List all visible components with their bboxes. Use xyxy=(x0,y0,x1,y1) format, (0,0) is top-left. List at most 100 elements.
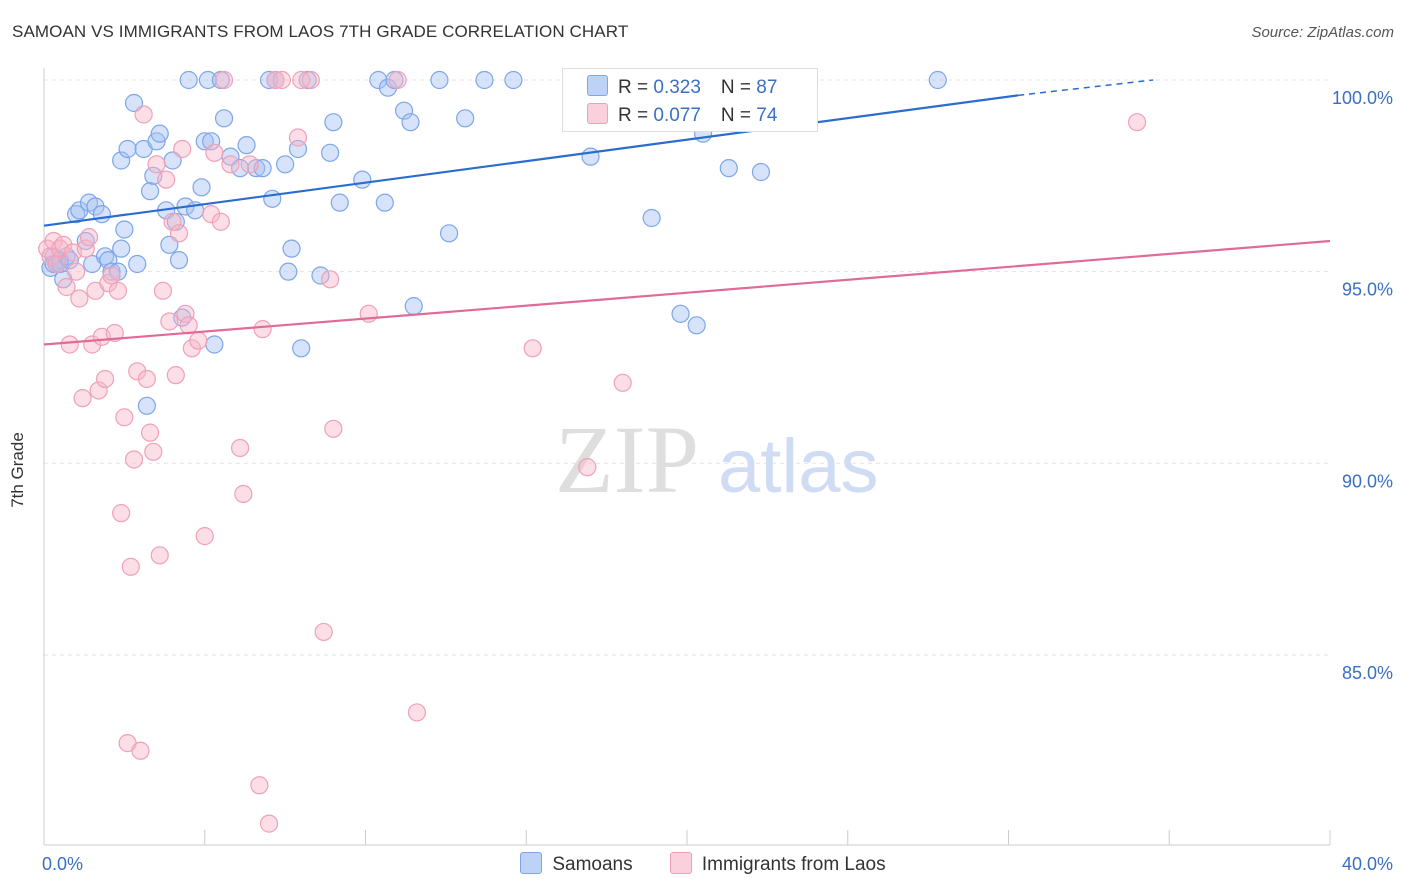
laos-point xyxy=(147,155,166,174)
laos-point xyxy=(76,239,95,258)
legend-item-laos[interactable]: Immigrants from Laos xyxy=(669,852,886,876)
samoan-point xyxy=(118,139,137,159)
legend-r-label: R = xyxy=(618,77,654,98)
samoan-point xyxy=(202,132,221,151)
legend-item-samoans[interactable]: Samoans xyxy=(520,852,633,876)
samoan-point xyxy=(687,316,706,335)
laos-point xyxy=(112,504,131,523)
laos-point xyxy=(124,450,144,469)
laos-point xyxy=(73,389,92,408)
samoan-point xyxy=(237,136,256,155)
laos-point xyxy=(137,369,156,389)
laos-point xyxy=(128,362,147,381)
laos-point xyxy=(221,155,240,174)
laos-point xyxy=(173,139,192,159)
laos-point xyxy=(144,442,163,461)
laos-point xyxy=(105,323,124,343)
samoan-point xyxy=(128,254,147,274)
laos-point xyxy=(231,438,250,458)
x-tick-label: 0.0% xyxy=(42,854,83,874)
laos-point xyxy=(253,320,272,339)
samoan-point xyxy=(276,155,295,174)
samoan-point xyxy=(404,297,423,316)
samoan-point xyxy=(292,339,311,358)
x-tick-label: 40.0% xyxy=(1342,854,1393,874)
y-axis-label: 7th Grade xyxy=(8,432,27,508)
legend-r-value: 0.323 xyxy=(653,77,701,98)
laos-point xyxy=(202,205,221,224)
laos-point xyxy=(211,212,230,231)
samoan-point xyxy=(401,113,420,132)
laos-point xyxy=(134,105,153,124)
laos-point xyxy=(115,408,134,427)
laos-point xyxy=(301,70,320,90)
laos-point xyxy=(79,228,99,247)
laos-point xyxy=(292,70,311,90)
laos-point xyxy=(189,331,208,350)
samoan-point xyxy=(719,159,738,178)
laos-point xyxy=(195,527,214,546)
samoan-point xyxy=(324,113,343,132)
laos-point xyxy=(578,458,597,477)
data-points xyxy=(38,70,1147,833)
samoan-point xyxy=(263,189,282,208)
chart-title: SAMOAN VS IMMIGRANTS FROM LAOS 7TH GRADE… xyxy=(12,22,629,41)
samoan-point xyxy=(140,182,160,201)
laos-point xyxy=(121,557,140,576)
legend-label-laos: Immigrants from Laos xyxy=(701,854,886,875)
samoan-point xyxy=(259,70,279,90)
laos-point xyxy=(102,266,121,285)
samoan-point xyxy=(150,124,169,143)
y-tick-label: 85.0% xyxy=(1342,663,1393,683)
watermark-zip: ZIP xyxy=(555,406,699,513)
legend-r-label: R = xyxy=(618,105,654,126)
laos-point xyxy=(240,155,259,174)
samoan-point xyxy=(375,193,394,212)
laos-point xyxy=(613,373,632,392)
tick-labels: 100.0% 95.0% 90.0% 85.0% 0.0% 40.0% xyxy=(42,88,1393,874)
laos-point xyxy=(523,339,542,358)
legend-swatch-samoans xyxy=(520,852,543,874)
laos-point xyxy=(70,289,89,308)
laos-point xyxy=(407,703,427,722)
laos-point xyxy=(250,776,269,795)
samoan-point xyxy=(231,159,250,178)
legend-swatch-samoans xyxy=(587,75,608,96)
samoan-point xyxy=(137,396,156,415)
laos-point xyxy=(54,235,73,254)
watermark-atlas: atlas xyxy=(718,424,879,509)
legend-r-value: 0.077 xyxy=(653,105,701,126)
samoan-point xyxy=(456,109,475,128)
y-tick-label: 95.0% xyxy=(1342,280,1393,300)
laos-point xyxy=(95,369,115,389)
laos-point xyxy=(140,423,160,442)
legend-n-value: 87 xyxy=(756,77,778,98)
watermark: ZIP atlas xyxy=(555,406,879,513)
samoan-point xyxy=(671,304,690,323)
samoan-point xyxy=(112,239,131,258)
laos-point xyxy=(108,281,128,300)
laos-point xyxy=(388,70,407,90)
laos-point xyxy=(47,254,66,274)
samoan-point xyxy=(475,70,494,90)
laos-point xyxy=(89,381,108,400)
laos-point xyxy=(234,484,253,504)
samoan-trend-line xyxy=(43,94,1019,227)
samoan-point xyxy=(311,266,330,285)
samoan-point xyxy=(353,170,372,189)
samoan-point xyxy=(102,262,121,281)
trend-lines xyxy=(43,79,1331,346)
samoan-point xyxy=(369,70,388,90)
laos-point xyxy=(67,262,86,281)
legend-label-samoans: Samoans xyxy=(552,854,633,875)
y-tick-label: 100.0% xyxy=(1332,88,1393,108)
y-tick-label: 90.0% xyxy=(1342,471,1393,491)
samoan-point xyxy=(112,151,131,170)
samoan-point xyxy=(92,205,111,224)
laos-point xyxy=(57,277,76,297)
samoan-point xyxy=(169,251,189,270)
samoan-point xyxy=(751,162,771,182)
laos-point xyxy=(131,741,150,760)
laos-trend-line xyxy=(43,239,1331,346)
